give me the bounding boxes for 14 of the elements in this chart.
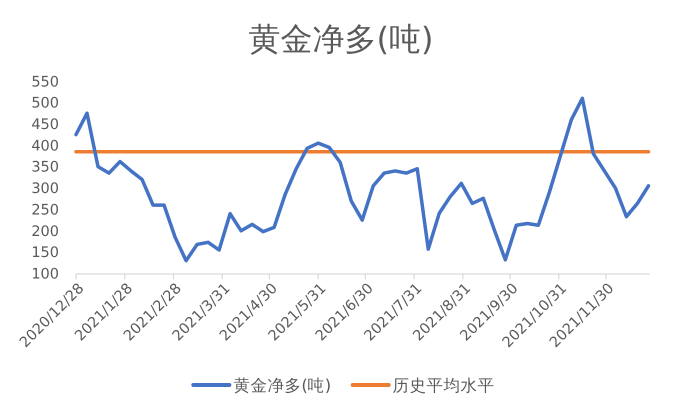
y-tick-label: 100: [31, 266, 59, 283]
y-tick-label: 350: [31, 160, 59, 176]
y-tick-label: 450: [31, 117, 59, 134]
line-series: [74, 96, 650, 262]
legend-label: 黄金净多(吨): [233, 376, 332, 395]
chart-title: 黄金净多(吨): [248, 20, 434, 58]
legend-label: 历史平均水平: [392, 376, 495, 395]
y-tick-label: 500: [31, 96, 59, 112]
y-tick-label: 550: [31, 74, 59, 90]
y-tick-label: 200: [31, 224, 59, 240]
y-tick-label: 150: [31, 245, 59, 262]
y-tick-label: 400: [31, 138, 59, 154]
y-tick-label: 250: [31, 202, 59, 218]
y-tick-label: 300: [31, 181, 59, 198]
